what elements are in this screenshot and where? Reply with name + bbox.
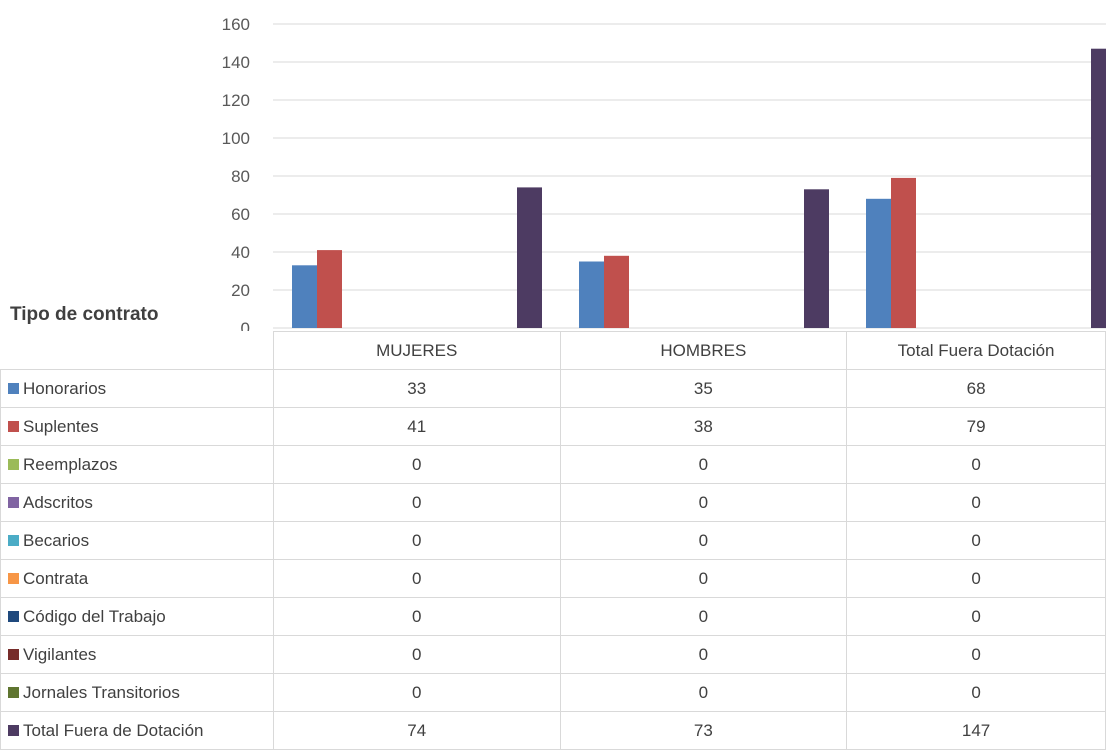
chart-plot: 0 20 40 60 80 100 120 140 160 <box>222 15 1106 331</box>
bar <box>804 189 829 328</box>
legend-swatch <box>8 420 19 432</box>
legend-swatch <box>8 458 19 470</box>
table-cell: 0 <box>559 559 848 598</box>
y-tick-label: 40 <box>231 243 250 262</box>
table-cell: 79 <box>846 407 1106 446</box>
bar <box>891 177 916 328</box>
bar <box>866 198 891 328</box>
series-label: Becarios <box>0 521 274 560</box>
table-cell: 0 <box>846 521 1106 560</box>
column-header: MUJERES <box>272 331 561 370</box>
bar <box>1091 48 1106 328</box>
table-row: Contrata 0 0 0 <box>0 559 1106 598</box>
column-header: Total Fuera Dotación <box>846 331 1106 370</box>
y-tick-label: 60 <box>231 205 250 224</box>
legend-swatch <box>8 572 19 584</box>
y-tick-label: 0 <box>241 319 250 331</box>
y-tick-label: 20 <box>231 281 250 300</box>
table-row: Código del Trabajo 0 0 0 <box>0 597 1106 636</box>
bar <box>579 261 604 328</box>
table-cell: 0 <box>846 635 1106 674</box>
legend-swatch <box>8 724 19 736</box>
series-name: Adscritos <box>23 492 93 512</box>
series-name: Becarios <box>23 530 90 550</box>
table-cell: 73 <box>559 711 848 750</box>
series-label: Total Fuera de Dotación <box>0 711 274 750</box>
table-cell: 0 <box>559 673 848 712</box>
table-cell: 0 <box>272 673 561 712</box>
column-header: HOMBRES <box>559 331 848 370</box>
table-row: Honorarios 33 35 68 <box>0 369 1106 408</box>
table-cell: 0 <box>272 635 561 674</box>
data-table: MUJERES HOMBRES Total Fuera Dotación Hon… <box>0 331 1106 750</box>
gridlines <box>273 23 1106 329</box>
series-label: Jornales Transitorios <box>0 673 274 712</box>
table-cell: 41 <box>272 407 561 446</box>
bar <box>604 255 629 328</box>
series-label: Código del Trabajo <box>0 597 274 636</box>
legend-swatch <box>8 382 19 394</box>
series-label: Suplentes <box>0 407 274 446</box>
table-cell: 0 <box>272 445 561 484</box>
bars <box>292 48 1106 328</box>
table-cell: 38 <box>559 407 848 446</box>
table-cell: 0 <box>559 597 848 636</box>
table-row: Jornales Transitorios 0 0 0 <box>0 673 1106 712</box>
table-row: Total Fuera de Dotación 74 73 147 <box>0 711 1106 750</box>
table-cell: 74 <box>272 711 561 750</box>
series-name: Honorarios <box>23 378 107 398</box>
table-cell: 0 <box>846 597 1106 636</box>
y-tick-label: 160 <box>222 15 250 34</box>
table-row: Becarios 0 0 0 <box>0 521 1106 560</box>
y-tick-label: 100 <box>222 129 250 148</box>
table-cell: 0 <box>272 559 561 598</box>
bar <box>292 265 317 328</box>
table-corner <box>0 331 274 370</box>
series-label: Vigilantes <box>0 635 274 674</box>
series-name: Código del Trabajo <box>23 606 166 626</box>
table-cell: 35 <box>559 369 848 408</box>
bar <box>517 187 542 328</box>
table-cell: 0 <box>846 673 1106 712</box>
table-cell: 0 <box>272 483 561 522</box>
legend-swatch <box>8 610 19 622</box>
table-cell: 0 <box>559 635 848 674</box>
table-cell: 0 <box>559 445 848 484</box>
series-label: Honorarios <box>0 369 274 408</box>
table-cell: 0 <box>846 483 1106 522</box>
series-name: Reemplazos <box>23 454 118 474</box>
table-row: Reemplazos 0 0 0 <box>0 445 1106 484</box>
series-name: Vigilantes <box>23 644 97 664</box>
legend-swatch <box>8 534 19 546</box>
series-label: Reemplazos <box>0 445 274 484</box>
table-cell: 0 <box>846 559 1106 598</box>
table-cell: 0 <box>272 597 561 636</box>
table-cell: 0 <box>559 521 848 560</box>
table-cell: 147 <box>846 711 1106 750</box>
series-name: Total Fuera de Dotación <box>23 720 204 740</box>
legend-swatch <box>8 686 19 698</box>
bar <box>317 250 342 328</box>
table-cell: 0 <box>559 483 848 522</box>
table-row: Suplentes 41 38 79 <box>0 407 1106 446</box>
series-label: Contrata <box>0 559 274 598</box>
chart-title: Tipo de contrato <box>10 304 159 325</box>
y-tick-label: 140 <box>222 53 250 72</box>
series-name: Jornales Transitorios <box>23 682 180 702</box>
table-cell: 0 <box>272 521 561 560</box>
table-header-row: MUJERES HOMBRES Total Fuera Dotación <box>0 331 1106 370</box>
legend-swatch <box>8 648 19 660</box>
series-name: Suplentes <box>23 416 99 436</box>
table-cell: 0 <box>846 445 1106 484</box>
legend-swatch <box>8 496 19 508</box>
table-cell: 68 <box>846 369 1106 408</box>
series-name: Contrata <box>23 568 89 588</box>
y-tick-label: 120 <box>222 91 250 110</box>
table-row: Adscritos 0 0 0 <box>0 483 1106 522</box>
y-axis-ticks: 0 20 40 60 80 100 120 140 160 <box>222 15 250 331</box>
table-row: Vigilantes 0 0 0 <box>0 635 1106 674</box>
table-cell: 33 <box>272 369 561 408</box>
y-tick-label: 80 <box>231 167 250 186</box>
series-label: Adscritos <box>0 483 274 522</box>
